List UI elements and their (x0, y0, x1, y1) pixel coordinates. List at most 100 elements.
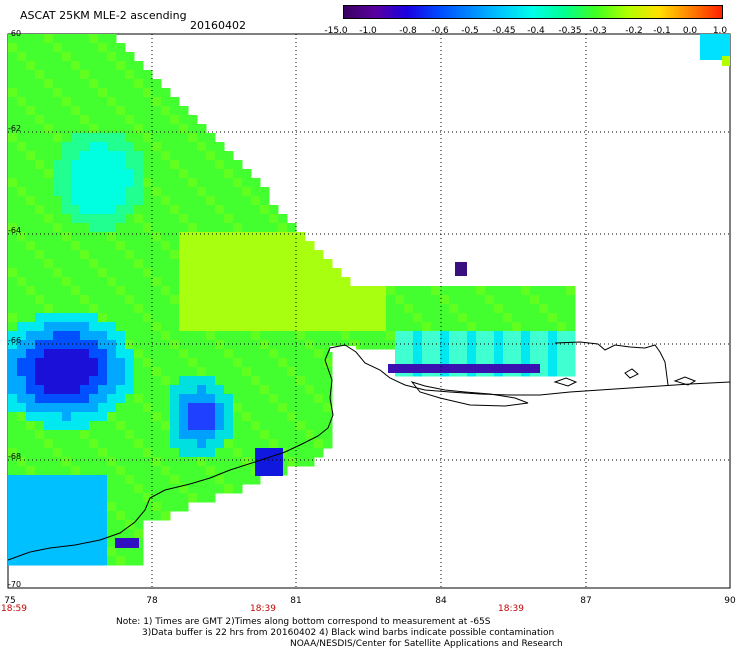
data-cell (134, 349, 144, 359)
data-cell (179, 259, 189, 269)
data-cell (152, 97, 162, 107)
data-cell (98, 529, 108, 539)
data-cell (80, 106, 90, 116)
data-cell (566, 349, 576, 359)
data-cell (269, 403, 279, 413)
data-cell (98, 322, 108, 332)
data-cell (330, 346, 356, 352)
data-cell (80, 286, 90, 296)
data-cell (512, 340, 522, 350)
data-cell (296, 259, 306, 269)
data-cell (161, 295, 171, 305)
data-cell (224, 178, 234, 188)
data-cell (35, 331, 45, 341)
data-cell (161, 124, 171, 134)
data-cell (323, 367, 333, 377)
data-cell (35, 151, 45, 161)
data-cell (206, 169, 216, 179)
data-cell (287, 295, 297, 305)
data-cell (206, 241, 216, 251)
data-cell (53, 340, 63, 350)
data-cell (287, 349, 297, 359)
data-cell (125, 106, 135, 116)
data-cell (89, 34, 99, 44)
data-cell (179, 205, 189, 215)
data-cell (107, 520, 117, 530)
data-cell (44, 70, 54, 80)
data-cell (35, 403, 45, 413)
data-cell (179, 340, 189, 350)
data-cell (8, 43, 18, 53)
data-cell (44, 142, 54, 152)
data-cell (242, 259, 252, 269)
data-cell (71, 178, 81, 188)
data-cell (413, 331, 423, 341)
data-cell (35, 205, 45, 215)
data-cell (152, 340, 162, 350)
data-cell (116, 520, 126, 530)
data-cell (98, 484, 108, 494)
data-cell (107, 70, 117, 80)
data-cell (17, 313, 27, 323)
data-cell (8, 142, 18, 152)
data-cell (152, 385, 162, 395)
data-cell (53, 151, 63, 161)
data-cell (161, 277, 171, 287)
data-cell (233, 385, 243, 395)
data-cell (215, 223, 225, 233)
data-cell (206, 187, 216, 197)
data-cell (89, 376, 99, 386)
data-cell (62, 79, 72, 89)
data-cell (98, 475, 108, 485)
data-cell (287, 250, 297, 260)
data-cell (71, 259, 81, 269)
data-cell (251, 349, 261, 359)
data-cell (161, 385, 171, 395)
data-cell (170, 241, 180, 251)
data-cell (116, 250, 126, 260)
data-cell (107, 439, 117, 449)
data-cell (71, 295, 81, 305)
data-cell (44, 52, 54, 62)
data-cell (170, 376, 180, 386)
data-cell (233, 178, 243, 188)
data-cell (26, 187, 36, 197)
data-cell (80, 313, 90, 323)
data-cell (143, 205, 153, 215)
data-cell (197, 232, 207, 242)
data-cell (116, 358, 126, 368)
data-cell (44, 349, 54, 359)
data-cell (269, 214, 279, 224)
data-cell (134, 115, 144, 125)
data-cell (107, 88, 117, 98)
data-cell (26, 295, 36, 305)
data-cell (161, 322, 171, 332)
data-cell (143, 385, 153, 395)
data-cell (188, 196, 198, 206)
data-cell (98, 466, 108, 476)
data-cell (530, 340, 540, 350)
data-cell (89, 178, 99, 188)
data-cell (179, 241, 189, 251)
data-cell (242, 304, 252, 314)
data-cell (71, 169, 81, 179)
data-cell (80, 259, 90, 269)
data-cell (26, 421, 36, 431)
data-cell (107, 187, 117, 197)
data-cell (143, 88, 153, 98)
data-cell (53, 421, 63, 431)
data-cell (305, 367, 315, 377)
data-cell (35, 250, 45, 260)
data-cell (224, 322, 234, 332)
data-cell (71, 403, 81, 413)
data-cell (233, 340, 243, 350)
data-cell (89, 214, 99, 224)
data-cell (143, 286, 153, 296)
data-cell (98, 340, 108, 350)
data-cell (566, 340, 576, 350)
data-cell (170, 286, 180, 296)
data-cell (314, 421, 324, 431)
data-cell (269, 304, 279, 314)
data-cell (260, 367, 270, 377)
data-cell (17, 538, 27, 548)
